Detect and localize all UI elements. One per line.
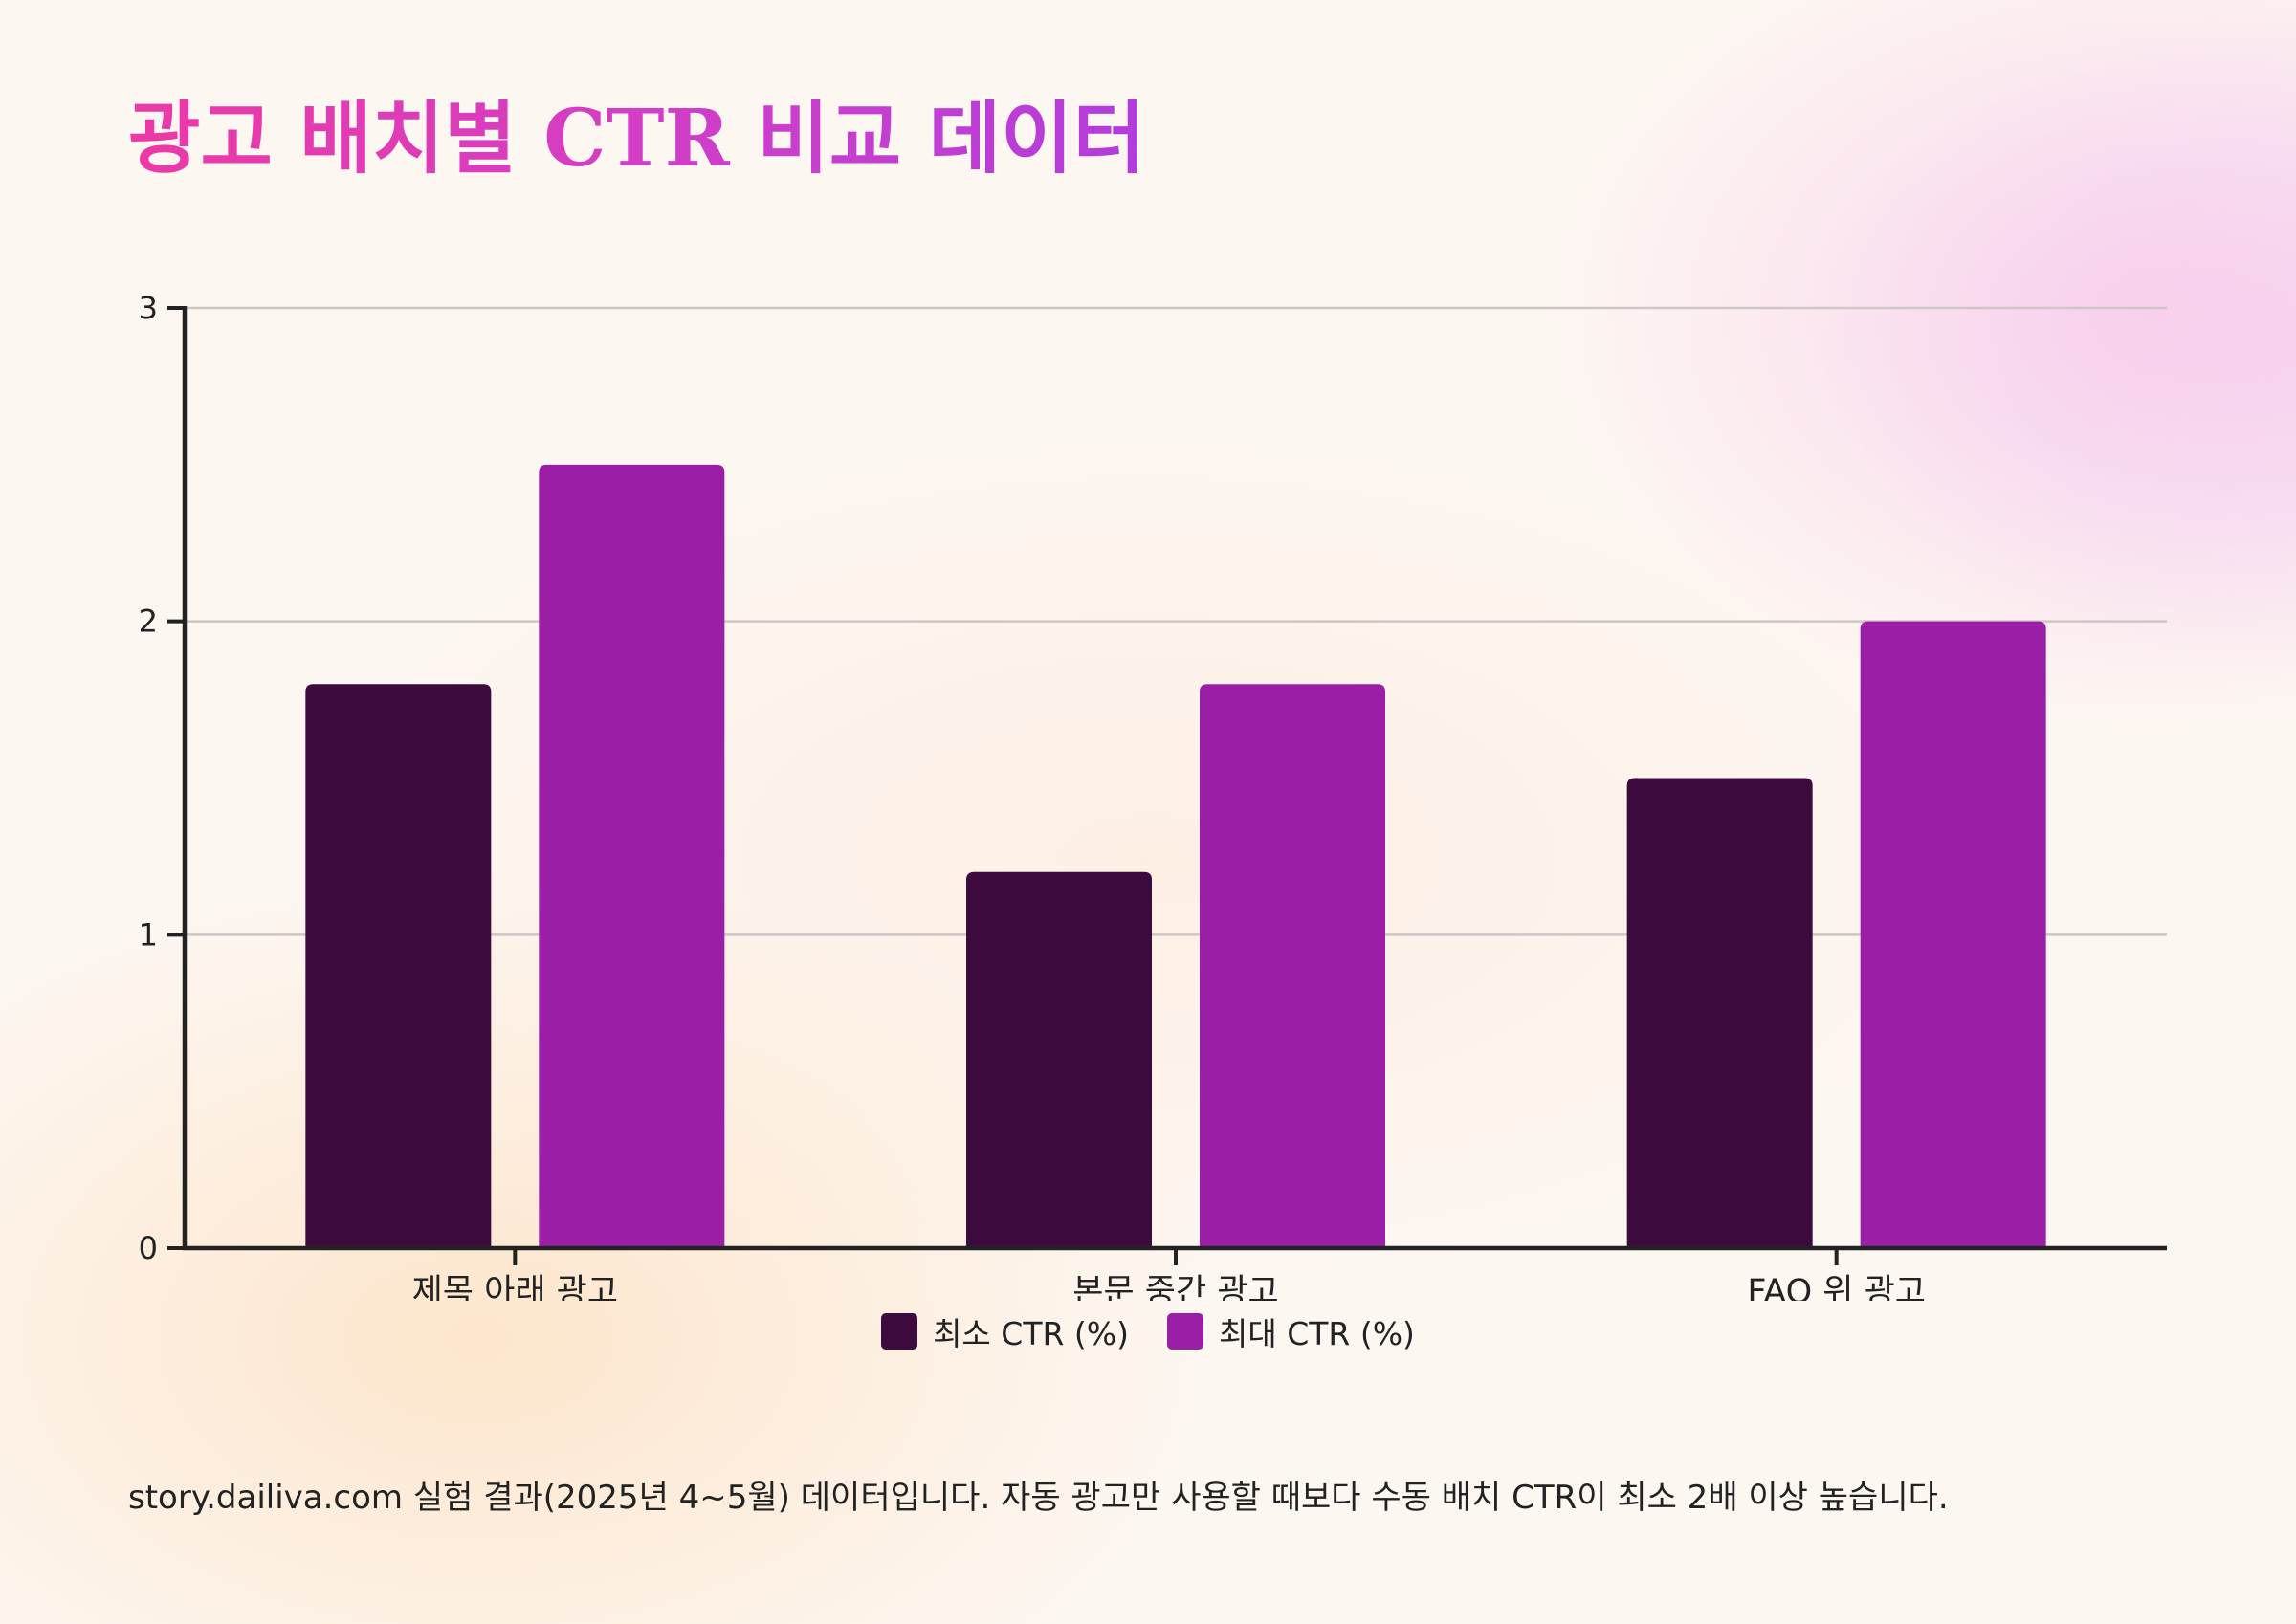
axis-labels: 0 1 2 3 제목 아래 광고 본문 중간 광고 FAQ 위 광고	[139, 290, 1926, 1301]
bar-chart: 0 1 2 3 제목 아래 광고 본문 중간 광고 FAQ 위 광고	[139, 290, 2167, 1301]
x-tick-label: 본문 중간 광고	[1072, 1273, 1278, 1301]
y-tick-label: 0	[139, 1230, 158, 1266]
y-tick-label: 3	[139, 290, 158, 326]
legend-swatch-max	[1167, 1313, 1203, 1350]
legend: 최소 CTR (%) 최대 CTR (%)	[0, 1308, 2296, 1354]
chart-title: 광고 배치별 CTR 비교 데이터	[128, 93, 1146, 185]
footnote: story.dailiva.com 실험 결과(2025년 4~5월) 데이터입…	[128, 1479, 1949, 1517]
bar-max-2	[1860, 621, 2046, 1248]
x-tick-label: 제목 아래 광고	[412, 1273, 618, 1301]
legend-item-max: 최대 CTR (%)	[1167, 1308, 1415, 1354]
bar-max-1	[1200, 684, 1385, 1248]
legend-label-min: 최소 CTR (%)	[933, 1315, 1129, 1352]
grid-lines	[185, 306, 2167, 936]
axes	[167, 306, 2167, 1265]
bar-min-0	[305, 684, 492, 1248]
bar-max-0	[539, 464, 725, 1248]
y-tick-label: 2	[139, 604, 158, 640]
bars	[305, 464, 2046, 1248]
bar-min-2	[1626, 778, 1813, 1248]
legend-item-min: 최소 CTR (%)	[881, 1308, 1129, 1354]
x-tick-label: FAQ 위 광고	[1747, 1273, 1926, 1301]
legend-swatch-min	[881, 1313, 918, 1350]
y-tick-label: 1	[139, 916, 158, 953]
legend-label-max: 최대 CTR (%)	[1219, 1315, 1415, 1352]
bar-min-1	[966, 871, 1152, 1248]
